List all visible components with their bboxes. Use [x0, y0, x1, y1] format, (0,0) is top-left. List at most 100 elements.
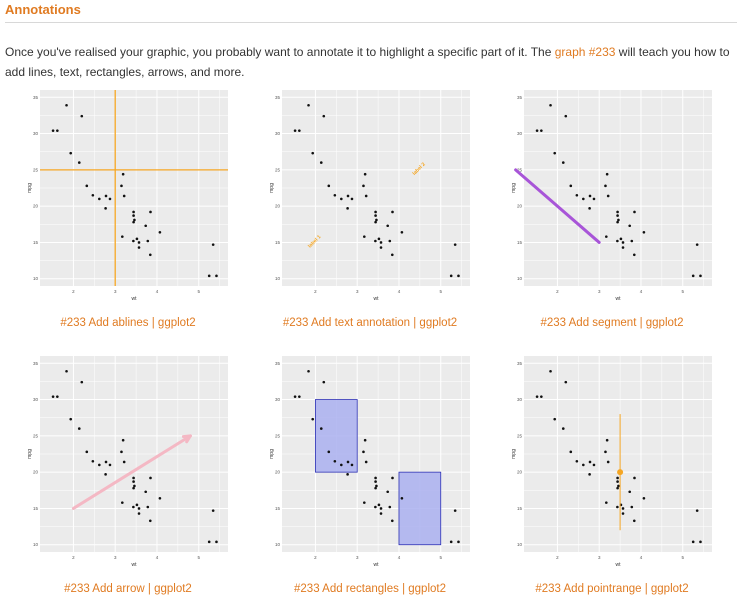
- data-point: [604, 450, 607, 454]
- data-point: [104, 207, 107, 210]
- data-point: [619, 237, 623, 241]
- caption-link-segment[interactable]: #233 Add segment | ggplot2: [540, 317, 684, 329]
- y-tick-label: 15: [275, 506, 281, 511]
- data-point: [632, 519, 636, 523]
- data-point: [69, 151, 73, 155]
- data-point: [374, 210, 377, 214]
- data-point: [553, 151, 557, 155]
- gallery-card-rectangles[interactable]: 2 3 4 5 10 15 20 25 30 35 wt mpg #233 Add rectangle…: [270, 354, 470, 604]
- x-axis-title: wt: [374, 562, 380, 568]
- data-point: [293, 395, 297, 398]
- x-tick-label: 3: [114, 555, 117, 560]
- caption-link-rectangles[interactable]: #233 Add rectangles | ggplot2: [294, 583, 446, 595]
- x-tick-label: 5: [439, 289, 442, 294]
- data-point: [346, 473, 349, 476]
- annotation-segment: [514, 168, 601, 244]
- data-point: [695, 509, 699, 512]
- data-point: [98, 197, 101, 201]
- data-point: [628, 490, 631, 494]
- data-point: [535, 129, 539, 132]
- plot-segment[interactable]: 2 3 4 5 10 15 20 25 30 35 wt mpg: [512, 88, 712, 308]
- data-point: [374, 505, 377, 509]
- y-tick-label: 20: [33, 470, 39, 475]
- data-point: [327, 184, 331, 188]
- caption-link-pointrange[interactable]: #233 Add pointrange | ggplot2: [535, 583, 689, 595]
- data-point: [616, 476, 619, 480]
- gallery-card-pointrange[interactable]: 2 3 4 5 10 15 20 25 30 35 wt mpg #233 Add pointrang…: [512, 354, 712, 604]
- data-point: [333, 193, 337, 197]
- data-point: [137, 507, 141, 510]
- intro-paragraph: Once you've realised your graphic, you p…: [5, 42, 737, 82]
- data-point: [564, 114, 568, 118]
- data-point: [575, 193, 579, 197]
- plot-rectangles[interactable]: 2 3 4 5 10 15 20 25 30 35 wt mpg: [270, 354, 470, 574]
- gallery-card-segment[interactable]: 2 3 4 5 10 15 20 25 30 35 wt mpg #233 Add segment |…: [512, 88, 712, 338]
- data-point: [135, 237, 139, 241]
- data-point: [582, 463, 585, 467]
- data-point: [158, 230, 162, 234]
- data-point: [80, 380, 84, 384]
- x-tick-label: 2: [314, 555, 317, 560]
- data-point: [122, 194, 126, 198]
- data-point: [56, 395, 59, 398]
- data-point: [374, 239, 377, 243]
- y-tick-label: 20: [33, 204, 39, 209]
- data-point: [616, 505, 619, 509]
- data-point: [453, 509, 457, 512]
- data-point: [457, 540, 460, 544]
- caption-link-ablines[interactable]: #233 Add ablines | ggplot2: [60, 317, 196, 329]
- data-point: [390, 253, 394, 257]
- data-point: [207, 540, 211, 544]
- data-point: [592, 463, 596, 467]
- data-point: [327, 450, 331, 454]
- gallery-card-arrow[interactable]: 2 3 4 5 10 15 20 25 30 35 wt mpg #233 Add arrow | g…: [28, 354, 228, 604]
- data-point: [630, 505, 634, 509]
- gallery-card-ablines[interactable]: 2 3 4 5 10 15 20 25 30 35 wt mpg #233 Add ablines |…: [28, 88, 228, 338]
- data-point: [132, 210, 135, 214]
- data-point: [133, 218, 136, 222]
- data-point: [617, 218, 620, 222]
- plot-pointrange[interactable]: 2 3 4 5 10 15 20 25 30 35 wt mpg: [512, 354, 712, 574]
- data-point: [363, 501, 366, 504]
- y-tick-label: 30: [517, 397, 523, 402]
- data-point: [144, 490, 147, 494]
- data-point: [633, 210, 636, 214]
- data-point: [132, 220, 135, 224]
- gallery-card-text[interactable]: 2 3 4 5 10 15 20 25 30 35 wt mpg label 1 label 2 #233…: [270, 88, 470, 338]
- x-axis-title: wt: [616, 562, 622, 568]
- y-tick-label: 35: [517, 95, 523, 100]
- data-point: [453, 243, 457, 246]
- graph-233-link[interactable]: graph #233: [554, 45, 616, 59]
- data-point: [386, 490, 389, 494]
- data-point: [98, 463, 101, 467]
- x-tick-label: 4: [640, 289, 643, 294]
- data-point: [617, 484, 620, 488]
- x-tick-label: 4: [156, 555, 159, 560]
- plot-ablines[interactable]: 2 3 4 5 10 15 20 25 30 35 wt mpg: [28, 88, 228, 308]
- data-point: [51, 129, 55, 132]
- data-point: [628, 224, 631, 228]
- x-tick-label: 5: [681, 289, 684, 294]
- data-point: [108, 197, 112, 201]
- data-point: [311, 417, 315, 421]
- x-tick-label: 5: [439, 555, 442, 560]
- caption-link-arrow[interactable]: #233 Add arrow | ggplot2: [64, 583, 192, 595]
- data-point: [298, 395, 301, 398]
- data-point: [449, 274, 453, 278]
- y-tick-label: 15: [33, 506, 39, 511]
- y-tick-label: 20: [517, 204, 523, 209]
- y-tick-label: 35: [33, 95, 39, 100]
- data-point: [132, 476, 135, 480]
- data-point: [149, 210, 152, 214]
- caption-link-text[interactable]: #233 Add text annotation | ggplot2: [282, 317, 458, 329]
- y-tick-label: 10: [33, 276, 39, 281]
- annotation-rectangle: [315, 399, 358, 473]
- data-point: [616, 210, 619, 214]
- x-axis-title: wt: [374, 296, 380, 302]
- y-axis-title: mpg: [270, 183, 275, 193]
- data-point: [616, 239, 619, 243]
- plot-arrow[interactable]: 2 3 4 5 10 15 20 25 30 35 wt mpg: [28, 354, 228, 574]
- data-point: [307, 369, 310, 373]
- data-point: [104, 194, 108, 198]
